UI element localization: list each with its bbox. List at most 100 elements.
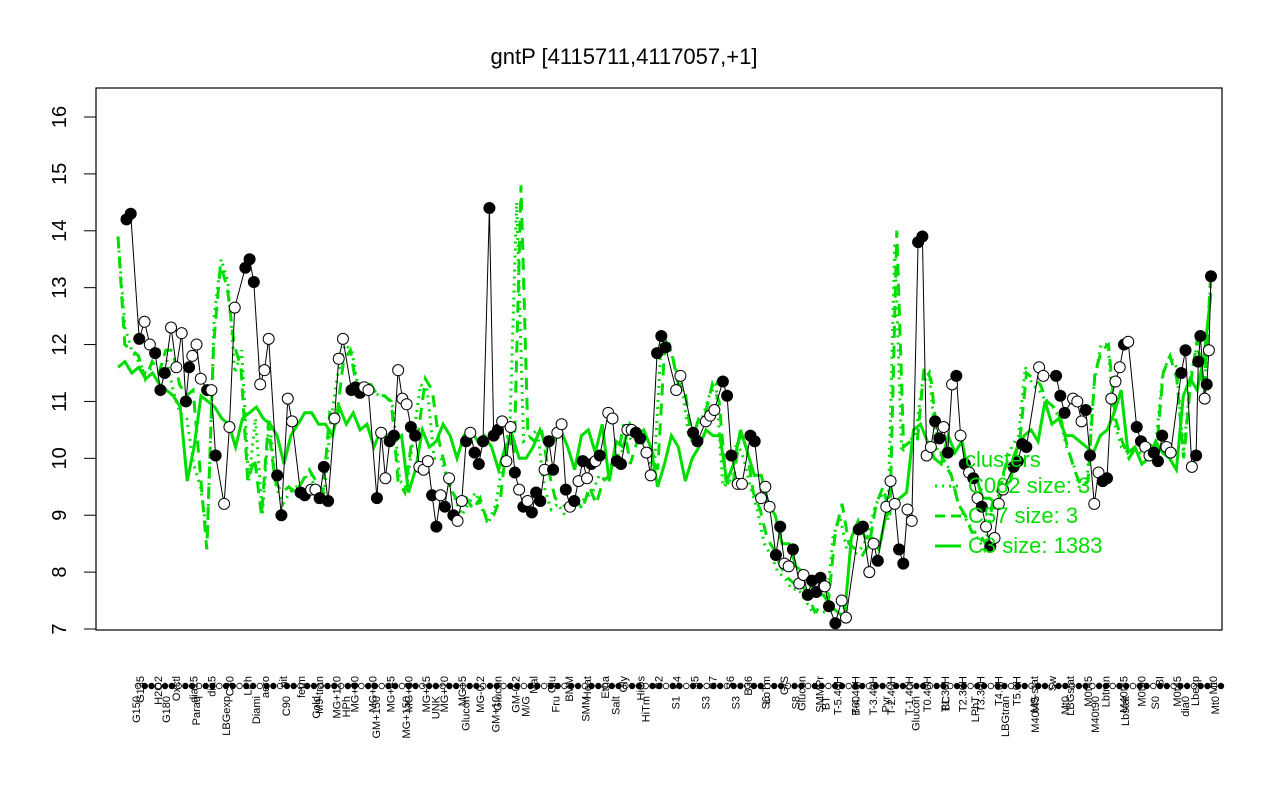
- data-point: [1037, 369, 1050, 382]
- data-point: [438, 500, 451, 513]
- x-tick-marker: [1055, 682, 1062, 690]
- data-point: [555, 418, 568, 431]
- data-point: [275, 509, 288, 522]
- x-tick-label-upper: MG+10: [439, 676, 451, 712]
- data-point: [228, 301, 241, 314]
- x-tick-marker: [574, 682, 582, 690]
- x-tick-label-upper: M40t45: [1119, 676, 1131, 713]
- data-point: [513, 483, 526, 496]
- x-tick-marker: [1163, 682, 1171, 690]
- x-tick-label-upper: S5: [689, 676, 701, 689]
- data-point: [640, 446, 653, 459]
- x-tick-marker: [243, 682, 250, 690]
- data-point: [332, 352, 345, 365]
- x-tick-marker: [933, 682, 940, 690]
- x-tick-marker: [371, 682, 379, 690]
- x-tick-marker: [771, 682, 778, 690]
- x-tick-label-lower: Glucon: [461, 696, 473, 731]
- data-point: [477, 435, 490, 448]
- chart-title: gntP [4115711,4117057,+1]: [491, 44, 758, 69]
- x-tick-marker: [588, 682, 595, 690]
- data-point: [254, 378, 267, 391]
- x-tick-marker: [317, 682, 324, 690]
- data-point: [839, 611, 852, 624]
- x-tick-marker: [865, 682, 873, 690]
- data-point: [1192, 355, 1205, 368]
- y-tick-label: 16: [49, 106, 71, 128]
- data-point: [443, 472, 456, 485]
- x-tick-marker: [791, 682, 798, 690]
- data-point: [924, 440, 937, 453]
- x-tick-marker: [1028, 682, 1035, 690]
- x-tick-marker: [635, 682, 643, 690]
- data-point: [190, 338, 203, 351]
- x-tick-marker: [913, 682, 920, 690]
- x-tick-marker: [886, 682, 893, 690]
- y-tick-label: 9: [49, 510, 71, 521]
- x-tick-marker: [493, 682, 500, 690]
- data-point: [1164, 446, 1177, 459]
- x-tick-label-upper: T-3.40H: [868, 676, 880, 715]
- x-tick-marker: [155, 682, 162, 690]
- x-tick-marker: [473, 682, 480, 690]
- data-point: [521, 495, 534, 507]
- data-point: [769, 549, 782, 562]
- x-tick-marker: [1123, 682, 1130, 690]
- data-point: [1058, 406, 1071, 419]
- x-tick-label-lower: MG+150: [401, 696, 413, 739]
- data-point: [138, 315, 151, 328]
- x-tick-label-lower: Paraq: [191, 696, 203, 725]
- x-tick-label-lower: S3: [700, 696, 712, 709]
- data-point: [659, 341, 672, 354]
- data-point: [205, 384, 218, 397]
- data-point: [975, 500, 988, 513]
- x-tick-label-upper: BI: [1154, 676, 1166, 686]
- data-point: [755, 492, 768, 505]
- x-tick-label-upper: Gly: [618, 676, 630, 693]
- x-tick-label-lower: Salt: [611, 696, 623, 715]
- x-tick-marker: [324, 682, 331, 690]
- x-tick-marker: [818, 682, 825, 690]
- data-point: [884, 475, 897, 488]
- data-point: [1151, 455, 1164, 468]
- data-point: [154, 384, 167, 397]
- data-point: [468, 446, 481, 459]
- data-point: [593, 449, 606, 462]
- data-point: [362, 384, 375, 397]
- x-tick-marker: [838, 682, 846, 690]
- data-point: [835, 594, 848, 607]
- x-tick-marker: [1048, 682, 1055, 690]
- x-tick-marker: [1143, 682, 1150, 690]
- x-tick-label-lower: G150: [131, 696, 143, 723]
- x-tick-label-upper: H2O2: [153, 676, 165, 705]
- data-point: [496, 415, 509, 428]
- x-tick-marker: [480, 682, 487, 690]
- x-tick-marker: [595, 682, 602, 690]
- data-point: [409, 429, 422, 442]
- data-point: [158, 367, 171, 379]
- x-tick-label-lower: Cold: [311, 696, 323, 719]
- x-tick-marker: [906, 682, 913, 690]
- x-tick-marker: [994, 682, 1001, 690]
- data-point: [179, 395, 192, 408]
- data-point: [1122, 335, 1135, 348]
- x-tick-marker: [872, 682, 879, 690]
- data-point: [822, 600, 835, 613]
- data-point: [708, 403, 721, 416]
- x-tick-marker: [892, 682, 900, 690]
- y-axis: 7 8 9 10 11 12 13 14 15 16: [49, 106, 97, 635]
- data-point: [670, 384, 683, 397]
- data-point: [133, 332, 146, 345]
- y-tick-label: 12: [49, 333, 71, 355]
- x-tick-label-lower: B60: [850, 696, 862, 716]
- x-tick-marker: [195, 682, 203, 690]
- x-tick-marker: [919, 682, 927, 690]
- data-point: [893, 543, 906, 556]
- x-tick-label-lower: GM+10: [491, 696, 503, 732]
- x-tick-label-upper: Glucon: [493, 676, 505, 711]
- x-tick-marker: [364, 682, 372, 690]
- data-point: [1205, 270, 1217, 283]
- x-tick-marker: [297, 682, 304, 690]
- x-tick-marker: [642, 682, 649, 690]
- x-tick-label-upper: MG+120: [332, 676, 344, 719]
